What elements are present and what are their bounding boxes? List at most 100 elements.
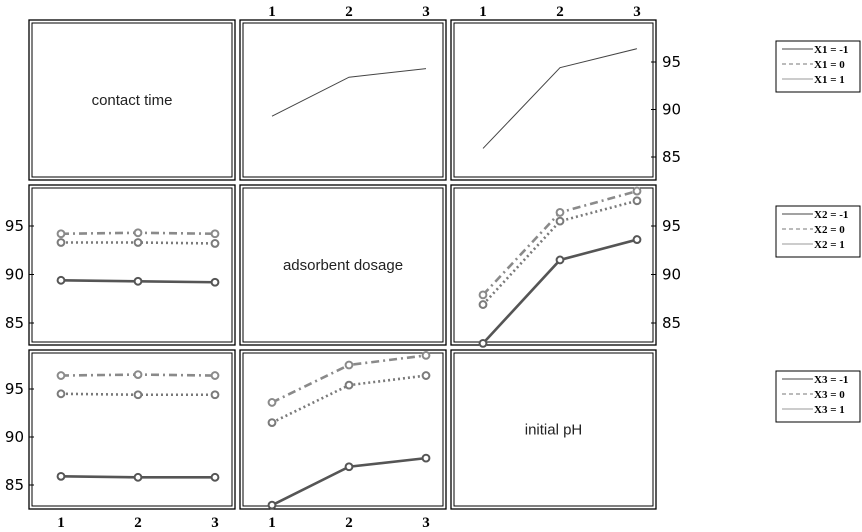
x-tick-top-1-1: 2 [345, 4, 353, 20]
data-point-1-0-2-2 [210, 229, 220, 239]
data-point-2-1-2-1 [344, 360, 354, 370]
data-point-2-0-1-2 [210, 390, 220, 400]
data-point-1-0-2-1 [133, 228, 143, 238]
panel-frame-1-0 [28, 184, 236, 346]
x-tick-bottom-1-1: 2 [345, 515, 353, 531]
y-tick-right-0-1: 90 [662, 101, 681, 119]
panel-frame-1-2 [450, 184, 657, 346]
y-tick-left-1-2: 95 [5, 217, 24, 235]
factor-label-1: adsorbent dosage [283, 257, 403, 274]
x-tick-bottom-0-0: 1 [57, 515, 65, 531]
x-tick-top-1-0: 1 [268, 4, 276, 20]
y-tick-left-2-0: 85 [5, 476, 24, 494]
data-point-1-2-2-0 [478, 290, 488, 300]
x-tick-bottom-1-0: 1 [268, 515, 276, 531]
data-point-2-1-0-0 [267, 500, 277, 510]
panel-inner-frame-2-1 [242, 352, 444, 507]
series-line-0-2-0 [482, 48, 638, 149]
chart-marks [56, 48, 642, 510]
legend-boxes: X1 = -1 X1 = 0 X1 = 1 X2 = -1 X2 = 0 X2 = 1 X3… [775, 40, 861, 423]
data-point-2-0-1-1 [133, 390, 143, 400]
data-point-1-0-2-0 [56, 229, 66, 239]
data-point-1-0-0-1 [133, 276, 143, 286]
data-point-1-2-2-2 [632, 186, 642, 196]
series-line-2-0-1 [60, 392, 215, 397]
panel-inner-frame-1-2 [453, 187, 654, 343]
x-tick-top-2-2: 3 [633, 4, 641, 20]
legend-entry-0-2: X1 = 1 [814, 74, 845, 86]
legend-entry-0-0: X1 = -1 [814, 44, 848, 56]
legend-entry-1-1: X2 = 0 [814, 224, 845, 236]
data-point-1-2-1-1 [555, 216, 565, 226]
data-point-2-1-0-1 [344, 462, 354, 472]
x-tick-top-1-2: 3 [422, 4, 430, 20]
data-point-1-0-0-0 [56, 275, 66, 285]
panel-inner-frame-0-1 [242, 22, 444, 178]
data-point-2-1-2-2 [421, 351, 431, 360]
panel-inner-frame-1-0 [31, 187, 233, 343]
panel-frame-2-0 [28, 349, 236, 510]
x-tick-top-2-0: 1 [479, 4, 487, 20]
legend-entry-2-1: X3 = 0 [814, 389, 845, 401]
data-point-2-0-0-1 [133, 472, 143, 482]
series-line-1-2-1 [482, 199, 638, 306]
data-point-2-0-2-0 [56, 371, 66, 380]
data-point-1-2-0-0 [478, 338, 488, 348]
data-point-2-1-1-1 [344, 380, 354, 390]
data-point-1-2-0-2 [632, 235, 642, 244]
data-point-2-1-1-2 [421, 371, 431, 380]
y-tick-right-0-2: 95 [662, 53, 681, 71]
x-tick-top-2-1: 2 [556, 4, 564, 20]
data-point-2-0-2-2 [210, 371, 220, 380]
panel-frame-2-2 [450, 349, 657, 510]
panel-grid: contact time adsorbent dosage initial pH [28, 19, 657, 510]
y-tick-left-1-0: 85 [5, 314, 24, 332]
panel-frame-0-1 [239, 19, 447, 181]
data-point-2-1-1-0 [267, 418, 277, 428]
legend-entry-2-0: X3 = -1 [814, 374, 848, 386]
y-tick-right-0-0: 85 [662, 148, 681, 166]
factor-label-2: initial pH [525, 422, 583, 439]
y-tick-right-1-2: 95 [662, 217, 681, 235]
panel-frame-0-0 [28, 19, 236, 181]
panel-inner-frame-0-0 [31, 22, 233, 178]
data-point-1-2-1-0 [478, 300, 488, 309]
legend-entry-1-0: X2 = -1 [814, 209, 848, 221]
data-point-2-1-0-2 [421, 453, 431, 463]
y-tick-left-1-1: 90 [5, 266, 24, 284]
tick-labels: 1 2 3 1 2 3 1 2 3 1 2 3 85 90 95 85 90 95 85 90 95 85 90 95 [5, 4, 681, 531]
panel-frame-1-1 [239, 184, 447, 346]
y-tick-right-1-0: 85 [662, 314, 681, 332]
series-line-0-1-0 [271, 68, 427, 117]
x-tick-bottom-0-2: 3 [211, 515, 219, 531]
x-tick-bottom-1-2: 3 [422, 515, 430, 531]
data-point-2-0-0-0 [56, 471, 66, 481]
data-point-2-1-2-0 [267, 398, 277, 407]
panel-inner-frame-0-2 [453, 22, 654, 178]
panel-inner-frame-2-2 [453, 352, 654, 507]
legend-entry-1-2: X2 = 1 [814, 239, 845, 251]
data-point-1-0-1-1 [133, 238, 143, 247]
legend-entry-0-1: X1 = 0 [814, 59, 845, 71]
data-point-1-2-2-1 [555, 208, 565, 217]
data-point-1-0-1-2 [210, 239, 220, 248]
data-point-2-0-1-0 [56, 389, 66, 399]
y-tick-right-1-1: 90 [662, 266, 681, 284]
panel-frame-0-2 [450, 19, 657, 181]
y-tick-left-2-2: 95 [5, 380, 24, 398]
data-point-1-0-1-0 [56, 238, 66, 247]
data-point-2-0-0-2 [210, 472, 220, 482]
legend-entry-2-2: X3 = 1 [814, 404, 845, 416]
series-line-1-2-2 [482, 189, 638, 296]
factor-label-0: contact time [92, 92, 173, 109]
panel-inner-frame-2-0 [31, 352, 233, 507]
data-point-1-2-1-2 [632, 196, 642, 206]
data-point-1-0-0-2 [210, 277, 220, 287]
data-point-1-2-0-1 [555, 255, 565, 265]
panel-frame-2-1 [239, 349, 447, 510]
series-line-1-2-0 [482, 238, 638, 345]
y-tick-left-2-1: 90 [5, 428, 24, 446]
panel-inner-frame-1-1 [242, 187, 444, 343]
x-tick-bottom-0-1: 2 [134, 515, 142, 531]
